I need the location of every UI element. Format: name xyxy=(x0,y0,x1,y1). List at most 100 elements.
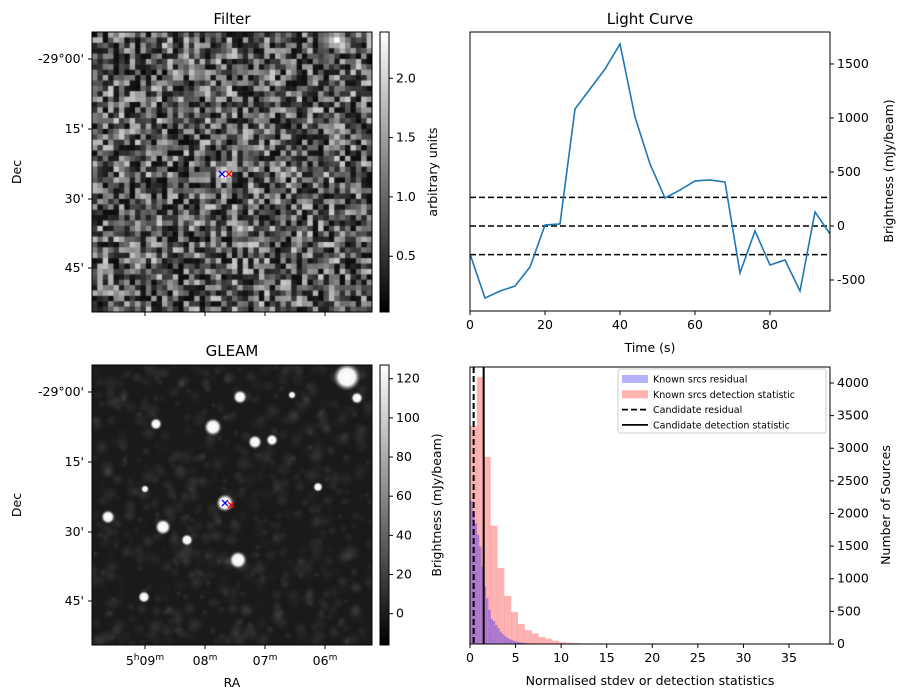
y-tick-label: 500 xyxy=(837,164,861,179)
x-tick-label: 06m xyxy=(313,653,338,668)
ra-part: h xyxy=(134,653,140,663)
ra-part: m xyxy=(155,653,164,663)
histogram-ylabel: Number of Sources xyxy=(878,445,893,565)
x-tick-label: 25 xyxy=(690,650,706,665)
ra-part: 5 xyxy=(126,653,134,668)
histogram-bar xyxy=(515,641,519,644)
histogram-bar xyxy=(517,642,521,644)
histogram-bar xyxy=(531,633,539,644)
histogram-bar xyxy=(545,638,553,644)
histogram-bar xyxy=(495,625,498,644)
ra-part: 08 xyxy=(193,653,209,668)
histogram-bar xyxy=(497,567,505,644)
ra-part: 09 xyxy=(139,653,155,668)
x-tick-label: 0 xyxy=(466,317,474,332)
y-tick-label: 30' xyxy=(65,191,84,206)
y-tick-label: -500 xyxy=(837,272,865,287)
x-tick-label: 60 xyxy=(687,317,703,332)
histogram-bar xyxy=(506,637,509,644)
y-tick-label: 45' xyxy=(65,260,84,275)
x-tick-label: 20 xyxy=(537,317,553,332)
y-tick-label: 500 xyxy=(837,603,861,618)
y-tick-label: 45' xyxy=(65,593,84,608)
y-tick-label: 4000 xyxy=(837,375,869,390)
colorbar-tick-label: 0 xyxy=(396,606,404,621)
colorbar-tick-label: 80 xyxy=(396,449,412,464)
x-tick-label: 08m xyxy=(193,653,218,668)
legend-label: Candidate residual xyxy=(653,405,742,416)
histogram-bar xyxy=(499,631,503,644)
filter-colorbar xyxy=(380,32,389,312)
ra-part: m xyxy=(209,653,218,663)
gleam-image xyxy=(92,365,372,645)
histogram-bar xyxy=(538,637,546,644)
x-tick-label: 5h09m xyxy=(126,653,164,668)
histogram-bar xyxy=(470,500,473,644)
x-tick-label: 35 xyxy=(781,650,797,665)
colorbar-tick-label: 1.5 xyxy=(396,130,416,145)
colorbar-frame xyxy=(379,31,390,313)
histogram-bar xyxy=(508,639,512,644)
lightcurve-ylabel: Brightness (mJy/beam) xyxy=(881,99,896,242)
ra-part: m xyxy=(329,653,338,663)
histogram-bar xyxy=(504,636,507,644)
x-tick-label: 5 xyxy=(512,650,520,665)
lightcurve-title: Light Curve xyxy=(607,10,693,28)
legend-label: Known srcs detection statistic xyxy=(653,390,795,401)
lightcurve-frame xyxy=(469,31,831,312)
histogram-bar xyxy=(485,598,489,644)
y-tick-label: 1000 xyxy=(837,571,869,586)
colorbar-tick-label: 40 xyxy=(396,527,412,542)
image-frame xyxy=(91,364,373,646)
legend-box xyxy=(617,368,827,434)
histogram-bar xyxy=(476,377,484,644)
x-tick-label: 40 xyxy=(612,317,628,332)
y-tick-label: 1500 xyxy=(837,56,869,71)
y-tick-label: 1000 xyxy=(837,110,869,125)
histogram-bar xyxy=(481,566,484,644)
y-tick-label: -29°00' xyxy=(38,51,84,66)
colorbar-tick-label: 60 xyxy=(396,488,412,503)
histogram-bar xyxy=(470,426,478,644)
histogram-bar xyxy=(504,595,512,644)
x-tick-label: 0 xyxy=(466,650,474,665)
y-tick-label: 2500 xyxy=(837,473,869,488)
x-marker xyxy=(225,170,233,178)
filter-ylabel: Dec xyxy=(9,160,24,184)
colorbar-tick-label: 20 xyxy=(396,567,412,582)
y-tick-label: 15' xyxy=(65,121,84,136)
x-tick-label: 30 xyxy=(735,650,751,665)
gleam-ylabel: Dec xyxy=(9,493,24,517)
colorbar-tick-label: 0.5 xyxy=(396,248,416,263)
histogram-bar xyxy=(565,642,573,644)
gleam-colorbar-label: Brightness (mJy/beam) xyxy=(429,433,444,576)
histogram-bar xyxy=(501,634,505,644)
y-tick-label: 2000 xyxy=(837,505,869,520)
x-tick-label: 15 xyxy=(599,650,615,665)
histogram-bar xyxy=(513,640,516,644)
filter-image xyxy=(92,32,372,312)
x-marker xyxy=(221,499,229,507)
x-marker xyxy=(218,170,226,178)
histogram-bar xyxy=(511,612,519,644)
gleam-colorbar xyxy=(380,365,389,645)
histogram-bar xyxy=(511,640,514,644)
gleam-title: GLEAM xyxy=(206,342,259,360)
x-marker xyxy=(227,501,235,509)
histogram-xlabel: Normalised stdev or detection statistics xyxy=(526,673,775,688)
histogram-bar xyxy=(492,620,496,644)
histogram-frame xyxy=(469,366,831,645)
y-tick-label: 0 xyxy=(837,636,845,651)
histogram-bar xyxy=(476,534,480,644)
filter-colorbar-label: arbitrary units xyxy=(425,127,440,216)
histogram-bar xyxy=(474,523,478,644)
image-frame xyxy=(91,31,373,313)
colorbar-tick-label: 120 xyxy=(396,371,420,386)
histogram-bar xyxy=(483,586,487,644)
legend: Known srcs residual Known srcs detection … xyxy=(617,368,827,434)
histogram-bar xyxy=(524,630,532,644)
ra-part: 06 xyxy=(313,653,329,668)
y-tick-label: 3500 xyxy=(837,408,869,423)
x-tick-label: 20 xyxy=(644,650,660,665)
histogram-bar xyxy=(552,640,560,644)
